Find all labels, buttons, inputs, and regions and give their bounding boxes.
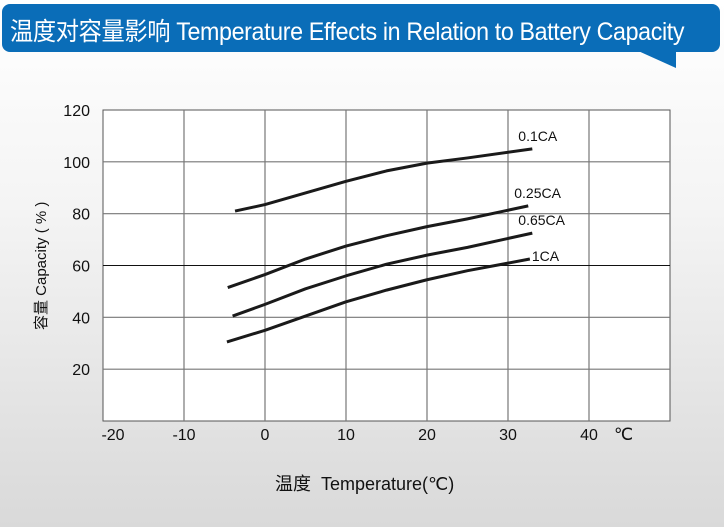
y-tick-label: 40 (72, 310, 90, 327)
x-tick-label: -20 (101, 427, 124, 444)
series-line-0.65CA (232, 231, 533, 318)
series-label: 0.1CA (518, 128, 558, 144)
series-label: 1CA (532, 248, 560, 264)
x-unit-label: ℃ (614, 425, 633, 444)
series-label: 0.65CA (518, 212, 565, 228)
series-line-1CA (226, 257, 531, 344)
x-tick-label: 0 (261, 427, 270, 444)
y-axis-label: 容量 Capacity ( % ) (33, 202, 50, 330)
page-title: 温度对容量影响 Temperature Effects in Relation … (10, 18, 685, 46)
y-tick-label: 60 (72, 259, 90, 276)
x-tick-label: 10 (337, 427, 355, 444)
series-label: 0.25CA (514, 185, 561, 201)
y-tick-label: 120 (63, 103, 90, 120)
x-tick-label: 20 (418, 427, 436, 444)
title-banner: 温度对容量影响 Temperature Effects in Relation … (2, 4, 720, 52)
x-axis-label: 温度 Temperature(℃) (275, 474, 454, 494)
y-tick-label: 80 (72, 207, 90, 224)
banner-tail (636, 50, 676, 68)
y-tick-label: 100 (63, 155, 90, 172)
y-tick-label: 20 (72, 362, 90, 379)
x-tick-label: 30 (499, 427, 517, 444)
x-tick-label: -10 (172, 427, 195, 444)
series-line-0.1CA (234, 147, 533, 213)
series-line-0.25CA (227, 204, 529, 289)
x-tick-label: 40 (580, 427, 598, 444)
